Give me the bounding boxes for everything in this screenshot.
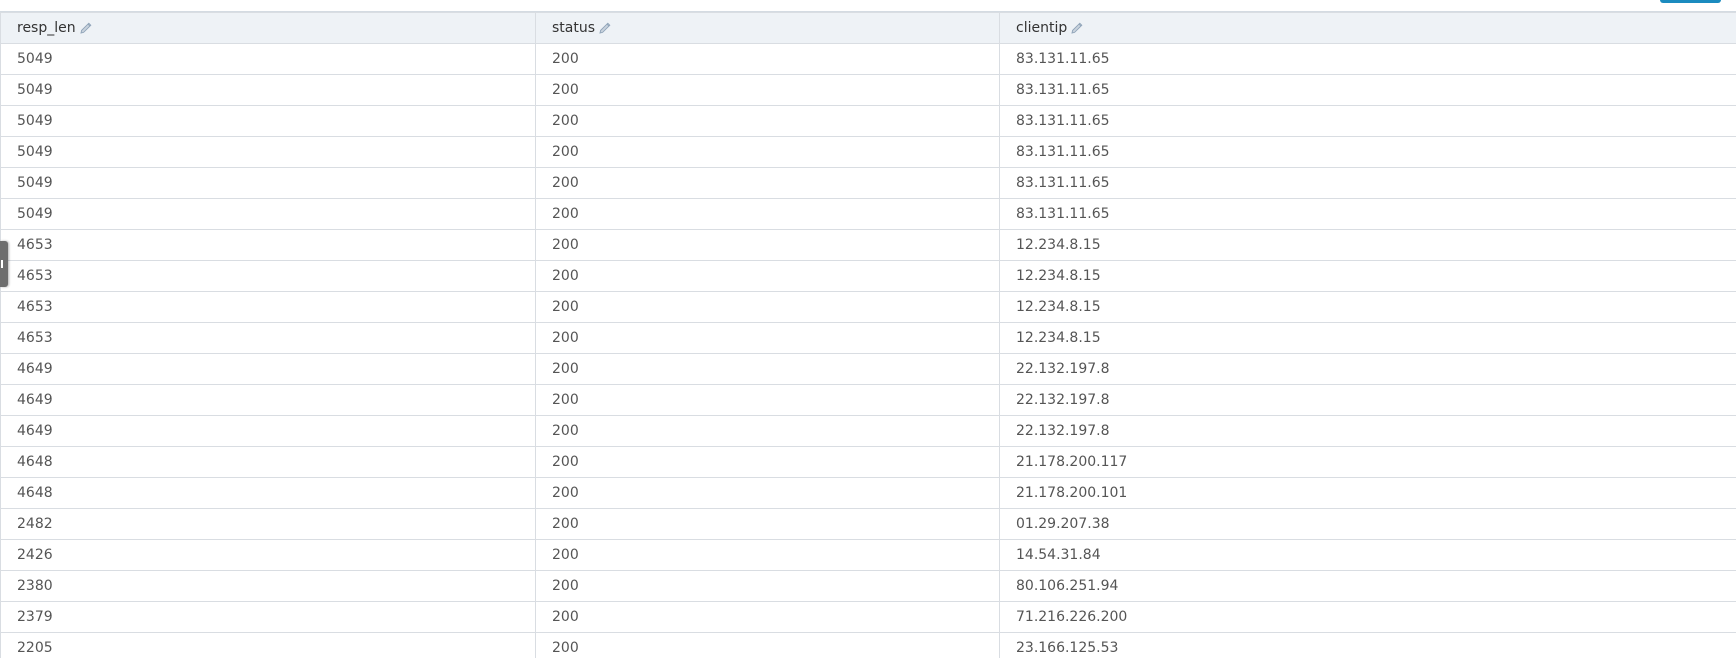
table-cell-clientip: 12.234.8.15 bbox=[999, 260, 1736, 292]
table-row[interactable]: 4653 200 12.234.8.15 bbox=[0, 291, 1736, 323]
column-header-clientip[interactable]: clientip bbox=[999, 12, 1736, 44]
table-cell-status: 200 bbox=[535, 74, 1000, 106]
table-cell-status: 200 bbox=[535, 508, 1000, 540]
column-header-label: status bbox=[552, 20, 596, 36]
table-cell-status: 200 bbox=[535, 446, 1000, 478]
table-cell-clientip: 80.106.251.94 bbox=[999, 570, 1736, 602]
table-cell-clientip: 22.132.197.8 bbox=[999, 384, 1736, 416]
table-cell-status: 200 bbox=[535, 291, 1000, 323]
table-cell-status: 200 bbox=[535, 415, 1000, 447]
pencil-icon[interactable] bbox=[598, 21, 612, 35]
table-cell-status: 200 bbox=[535, 384, 1000, 416]
table-cell-clientip: 83.131.11.65 bbox=[999, 105, 1736, 137]
column-header-resp-len[interactable]: resp_len bbox=[0, 12, 536, 44]
table-cell-clientip: 12.234.8.15 bbox=[999, 291, 1736, 323]
table-cell-resp-len: 5049 bbox=[0, 105, 536, 137]
pencil-icon[interactable] bbox=[1070, 21, 1084, 35]
table-row[interactable]: 5049 200 83.131.11.65 bbox=[0, 136, 1736, 168]
table-cell-status: 200 bbox=[535, 570, 1000, 602]
table-cell-resp-len: 2379 bbox=[0, 601, 536, 633]
pencil-icon[interactable] bbox=[79, 21, 93, 35]
table-row[interactable]: 5049 200 83.131.11.65 bbox=[0, 43, 1736, 75]
table-cell-resp-len: 4653 bbox=[0, 260, 536, 292]
table-cell-status: 200 bbox=[535, 260, 1000, 292]
table-cell-status: 200 bbox=[535, 43, 1000, 75]
table-cell-status: 200 bbox=[535, 105, 1000, 137]
table-cell-clientip: 14.54.31.84 bbox=[999, 539, 1736, 571]
table-cell-resp-len: 4649 bbox=[0, 384, 536, 416]
table-row[interactable]: 2205 200 23.166.125.53 bbox=[0, 632, 1736, 658]
table-cell-resp-len: 5049 bbox=[0, 136, 536, 168]
table-cell-clientip: 01.29.207.38 bbox=[999, 508, 1736, 540]
table-cell-resp-len: 4649 bbox=[0, 415, 536, 447]
results-table-container: resp_len status bbox=[0, 11, 1736, 658]
table-cell-resp-len: 4648 bbox=[0, 477, 536, 509]
top-tab-accent[interactable] bbox=[1660, 0, 1721, 3]
table-row[interactable]: 4653 200 12.234.8.15 bbox=[0, 322, 1736, 354]
table-cell-resp-len: 2380 bbox=[0, 570, 536, 602]
table-cell-clientip: 83.131.11.65 bbox=[999, 43, 1736, 75]
table-cell-clientip: 83.131.11.65 bbox=[999, 136, 1736, 168]
table-row[interactable]: 5049 200 83.131.11.65 bbox=[0, 74, 1736, 106]
table-cell-clientip: 83.131.11.65 bbox=[999, 198, 1736, 230]
table-cell-resp-len: 2482 bbox=[0, 508, 536, 540]
table-cell-status: 200 bbox=[535, 539, 1000, 571]
table-row[interactable]: 2380 200 80.106.251.94 bbox=[0, 570, 1736, 602]
table-cell-clientip: 71.216.226.200 bbox=[999, 601, 1736, 633]
table-row[interactable]: 4648 200 21.178.200.117 bbox=[0, 446, 1736, 478]
column-header-label: clientip bbox=[1016, 20, 1068, 36]
table-cell-resp-len: 4649 bbox=[0, 353, 536, 385]
table-cell-status: 200 bbox=[535, 601, 1000, 633]
column-header-status[interactable]: status bbox=[535, 12, 1000, 44]
table-cell-status: 200 bbox=[535, 167, 1000, 199]
table-cell-clientip: 12.234.8.15 bbox=[999, 322, 1736, 354]
table-cell-status: 200 bbox=[535, 198, 1000, 230]
table-cell-status: 200 bbox=[535, 632, 1000, 658]
table-cell-clientip: 21.178.200.101 bbox=[999, 477, 1736, 509]
table-cell-resp-len: 5049 bbox=[0, 74, 536, 106]
table-header-row: resp_len status bbox=[0, 12, 1736, 44]
table-row[interactable]: 2482 200 01.29.207.38 bbox=[0, 508, 1736, 540]
table-cell-clientip: 12.234.8.15 bbox=[999, 229, 1736, 261]
table-cell-resp-len: 4653 bbox=[0, 291, 536, 323]
table-cell-status: 200 bbox=[535, 477, 1000, 509]
column-header-label: resp_len bbox=[17, 20, 76, 36]
table-cell-resp-len: 2205 bbox=[0, 632, 536, 658]
table-row[interactable]: 4649 200 22.132.197.8 bbox=[0, 353, 1736, 385]
table-row[interactable]: 2426 200 14.54.31.84 bbox=[0, 539, 1736, 571]
table-cell-status: 200 bbox=[535, 229, 1000, 261]
table-cell-status: 200 bbox=[535, 322, 1000, 354]
table-cell-clientip: 83.131.11.65 bbox=[999, 167, 1736, 199]
table-cell-status: 200 bbox=[535, 353, 1000, 385]
panel-resize-handle[interactable] bbox=[0, 241, 8, 287]
table-row[interactable]: 5049 200 83.131.11.65 bbox=[0, 198, 1736, 230]
table-row[interactable]: 4653 200 12.234.8.15 bbox=[0, 260, 1736, 292]
table-row[interactable]: 5049 200 83.131.11.65 bbox=[0, 167, 1736, 199]
table-row[interactable]: 4653 200 12.234.8.15 bbox=[0, 229, 1736, 261]
table-body: 5049 200 83.131.11.65 5049 200 83.131.11.65 50… bbox=[0, 43, 1736, 658]
table-cell-resp-len: 4653 bbox=[0, 322, 536, 354]
results-table: resp_len status bbox=[0, 12, 1736, 658]
table-cell-resp-len: 5049 bbox=[0, 43, 536, 75]
table-cell-clientip: 22.132.197.8 bbox=[999, 353, 1736, 385]
table-cell-clientip: 83.131.11.65 bbox=[999, 74, 1736, 106]
table-cell-clientip: 21.178.200.117 bbox=[999, 446, 1736, 478]
table-cell-resp-len: 5049 bbox=[0, 198, 536, 230]
table-row[interactable]: 2379 200 71.216.226.200 bbox=[0, 601, 1736, 633]
table-row[interactable]: 5049 200 83.131.11.65 bbox=[0, 105, 1736, 137]
table-row[interactable]: 4649 200 22.132.197.8 bbox=[0, 415, 1736, 447]
table-row[interactable]: 4649 200 22.132.197.8 bbox=[0, 384, 1736, 416]
table-cell-resp-len: 4653 bbox=[0, 229, 536, 261]
table-cell-clientip: 23.166.125.53 bbox=[999, 632, 1736, 658]
table-cell-resp-len: 5049 bbox=[0, 167, 536, 199]
table-cell-resp-len: 2426 bbox=[0, 539, 536, 571]
table-row[interactable]: 4648 200 21.178.200.101 bbox=[0, 477, 1736, 509]
table-cell-status: 200 bbox=[535, 136, 1000, 168]
table-cell-clientip: 22.132.197.8 bbox=[999, 415, 1736, 447]
table-cell-resp-len: 4648 bbox=[0, 446, 536, 478]
